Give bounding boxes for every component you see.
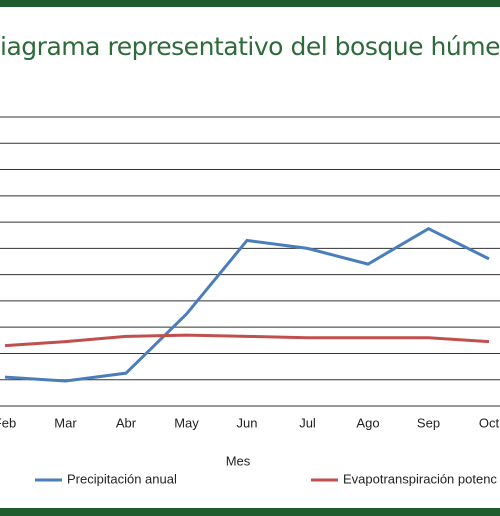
bottom-border — [0, 508, 500, 516]
top-border — [0, 0, 500, 7]
x-tick-label: Abr — [116, 415, 137, 430]
legend-label: Evapotranspiración potenc — [343, 471, 497, 486]
x-tick-label: Ago — [356, 415, 379, 430]
x-tick-label: Jun — [237, 415, 258, 430]
x-tick-label: Sep — [417, 415, 440, 430]
x-axis-label: Mes — [226, 453, 251, 468]
x-tick-label: Feb — [0, 415, 16, 430]
x-tick-label: May — [174, 415, 199, 430]
series-line — [4, 226, 490, 383]
x-tick-label: Mar — [54, 415, 77, 430]
legend-label: Precipitación anual — [67, 471, 177, 486]
series-line — [4, 333, 490, 348]
x-tick-label: Jul — [299, 415, 316, 430]
chart-title: iagrama representativo del bosque húme — [0, 32, 500, 61]
x-tick-label: Oct — [479, 415, 500, 430]
